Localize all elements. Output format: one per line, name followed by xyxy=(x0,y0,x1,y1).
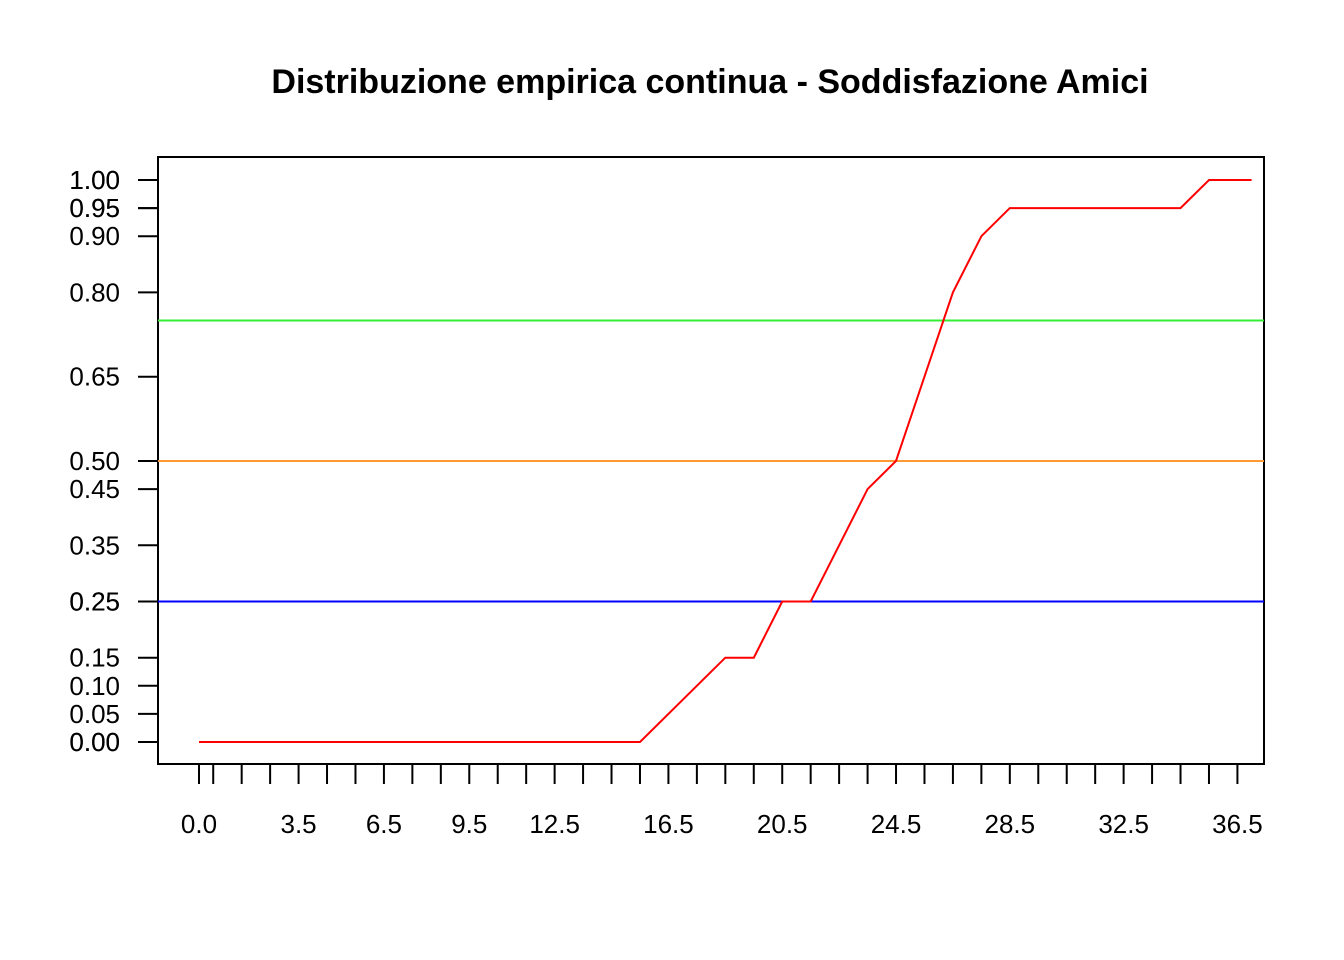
x-tick-label: 32.5 xyxy=(1098,809,1149,839)
y-tick-label: 0.65 xyxy=(69,362,120,392)
x-tick-label: 9.5 xyxy=(451,809,487,839)
x-tick-label: 6.5 xyxy=(366,809,402,839)
x-axis: 0.0 3.5 6.5 9.5 12.5 16.5 20.5 24.5 28.5 32.5 36.5 xyxy=(181,764,1263,839)
y-tick-label: 0.35 xyxy=(69,530,120,560)
y-tick-label: 0.25 xyxy=(69,587,120,617)
y-tick-label: 0.00 xyxy=(69,727,120,757)
x-tick-label: 3.5 xyxy=(280,809,316,839)
y-tick-label: 0.45 xyxy=(69,474,120,504)
x-tick-label: 28.5 xyxy=(985,809,1036,839)
y-tick-label: 0.15 xyxy=(69,643,120,673)
y-tick-label: 0.80 xyxy=(69,277,120,307)
y-tick-label: 1.00 xyxy=(69,165,120,195)
y-tick-label: 0.25 xyxy=(69,587,120,617)
empirical-cdf-line xyxy=(199,179,1252,743)
y-tick-label: 0.95 xyxy=(69,193,120,223)
y-tick-label: 0.00 xyxy=(69,727,120,757)
y-tick-label: 1.00 xyxy=(69,165,120,195)
x-tick-label: 0.0 xyxy=(181,809,217,839)
reference-lines xyxy=(158,319,1264,603)
chart-title: Distribuzione empirica continua - Soddis… xyxy=(271,63,1148,101)
y-tick-label: 0.95 xyxy=(69,193,120,223)
y-tick-label: 0.10 xyxy=(69,671,120,701)
y-tick-label: 0.05 xyxy=(69,699,120,729)
x-tick-label: 20.5 xyxy=(757,809,808,839)
x-tick-label: 36.5 xyxy=(1212,809,1263,839)
y-axis: 0.000.000.050.100.150.250.250.350.450.50… xyxy=(69,165,158,757)
y-tick-label: 0.90 xyxy=(69,221,120,251)
x-tick-label: 24.5 xyxy=(871,809,922,839)
x-tick-label: 12.5 xyxy=(529,809,580,839)
y-tick-label: 0.50 xyxy=(69,446,120,476)
series-layer xyxy=(199,179,1252,743)
x-tick-label: 16.5 xyxy=(643,809,694,839)
